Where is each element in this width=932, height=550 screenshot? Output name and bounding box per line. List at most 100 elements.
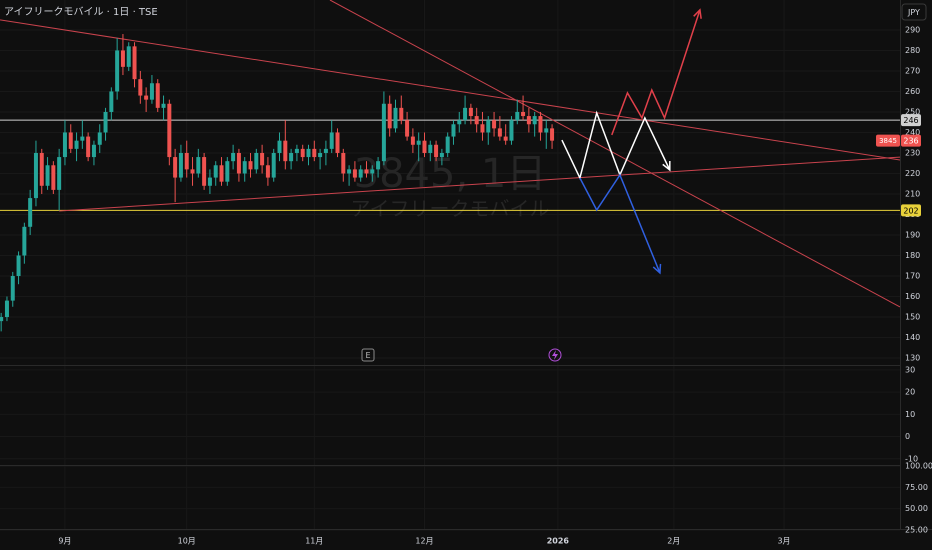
- candle-body: [463, 107, 468, 121]
- price-label: 246: [903, 116, 918, 125]
- projection-path: [611, 9, 701, 136]
- arrow-head: [693, 8, 702, 19]
- candle-body: [196, 157, 201, 174]
- candle-body: [219, 165, 224, 182]
- candle-body: [497, 128, 502, 137]
- candle-body: [509, 120, 514, 141]
- candle-body: [80, 136, 85, 141]
- candle-body: [103, 111, 108, 133]
- candle-body: [138, 79, 143, 96]
- candle-body: [283, 140, 288, 162]
- candle-body: [405, 120, 410, 137]
- candle-body: [271, 152, 276, 178]
- candle-body: [207, 177, 212, 186]
- candle-body: [550, 128, 555, 141]
- candle-body: [434, 144, 439, 158]
- y-tick-label: -10: [905, 454, 918, 463]
- candle-body: [399, 107, 404, 121]
- candle-body: [341, 152, 346, 174]
- candle-body: [184, 152, 189, 170]
- candle-body: [492, 120, 497, 129]
- last-price-label: 236: [903, 137, 918, 146]
- candle-body: [16, 255, 21, 277]
- candle-body: [393, 107, 398, 129]
- candle-body: [538, 116, 543, 133]
- candle-body: [86, 136, 91, 158]
- y-tick-label: 180: [905, 251, 920, 260]
- arrow-head: [652, 263, 662, 275]
- trend-line: [329, 0, 901, 308]
- candle-body: [318, 152, 323, 158]
- candle-body: [416, 140, 421, 145]
- event-marker[interactable]: [361, 348, 375, 362]
- event-label[interactable]: E: [365, 351, 370, 360]
- candle-body: [242, 161, 247, 174]
- x-tick-label: 10月: [178, 537, 196, 546]
- trend-line: [0, 19, 901, 161]
- candle-body: [167, 103, 172, 158]
- candle-body: [503, 136, 508, 141]
- candle-body: [468, 107, 473, 117]
- y-tick-label: 25.00: [905, 525, 928, 534]
- trend-line: [59, 156, 901, 212]
- candle-body: [126, 46, 131, 67]
- candle-body: [260, 152, 265, 166]
- candle-body: [544, 128, 549, 133]
- candle-body: [347, 169, 352, 174]
- candle-body: [225, 161, 230, 182]
- symbol-label: 3845: [879, 137, 897, 145]
- candle-body: [410, 136, 415, 145]
- candle-body: [22, 226, 27, 256]
- currency-label[interactable]: JPY: [907, 8, 920, 17]
- candle-body: [173, 157, 178, 178]
- candle-body: [352, 169, 357, 178]
- dividend-icon: [552, 350, 558, 360]
- candle-body: [265, 165, 270, 178]
- candle-body: [161, 103, 166, 108]
- y-tick-label: 20: [905, 388, 915, 397]
- candle-body: [532, 116, 537, 125]
- projection-path: [579, 173, 661, 274]
- arrow-head: [662, 160, 671, 172]
- candle-body: [335, 132, 340, 153]
- candle-body: [57, 157, 62, 190]
- candle-body: [33, 152, 38, 199]
- projection-path: [561, 110, 671, 181]
- y-tick-label: 75.00: [905, 483, 928, 492]
- candle-body: [28, 198, 33, 227]
- y-tick-label: 0: [905, 432, 910, 441]
- y-tick-label: 280: [905, 46, 920, 55]
- dividend-marker[interactable]: [548, 348, 562, 362]
- candle-body: [132, 46, 137, 80]
- candle-body: [306, 148, 311, 158]
- candle-body: [144, 95, 149, 100]
- x-tick-label: 2月: [667, 537, 680, 546]
- candle-body: [213, 165, 218, 178]
- candle-body: [68, 132, 73, 149]
- y-tick-label: 50.00: [905, 504, 928, 513]
- candle-body: [248, 161, 253, 170]
- candle-body: [0, 317, 4, 322]
- y-tick-label: 250: [905, 107, 920, 116]
- y-tick-label: 270: [905, 66, 920, 75]
- symbol-label-box: [876, 134, 900, 147]
- candle-body: [480, 124, 485, 133]
- axis: 1301401501601701801902002102202302402502…: [58, 25, 932, 545]
- y-tick-label: 160: [905, 292, 920, 301]
- candle-body: [294, 148, 299, 153]
- x-tick-label: 12月: [415, 537, 433, 546]
- candle-body: [91, 144, 96, 158]
- chart-title: アイフリークモバイル · 1日 · TSE: [4, 6, 158, 18]
- y-tick-label: 210: [905, 189, 920, 198]
- y-tick-label: 220: [905, 169, 920, 178]
- price-label-box: [901, 114, 921, 127]
- candle-body: [457, 120, 462, 125]
- currency-button[interactable]: [901, 3, 927, 21]
- candle-body: [190, 169, 195, 174]
- candle-body: [526, 116, 531, 125]
- candle-body: [39, 152, 44, 186]
- y-tick-label: 190: [905, 230, 920, 239]
- price-label: 202: [903, 206, 918, 215]
- candle-body: [358, 169, 363, 178]
